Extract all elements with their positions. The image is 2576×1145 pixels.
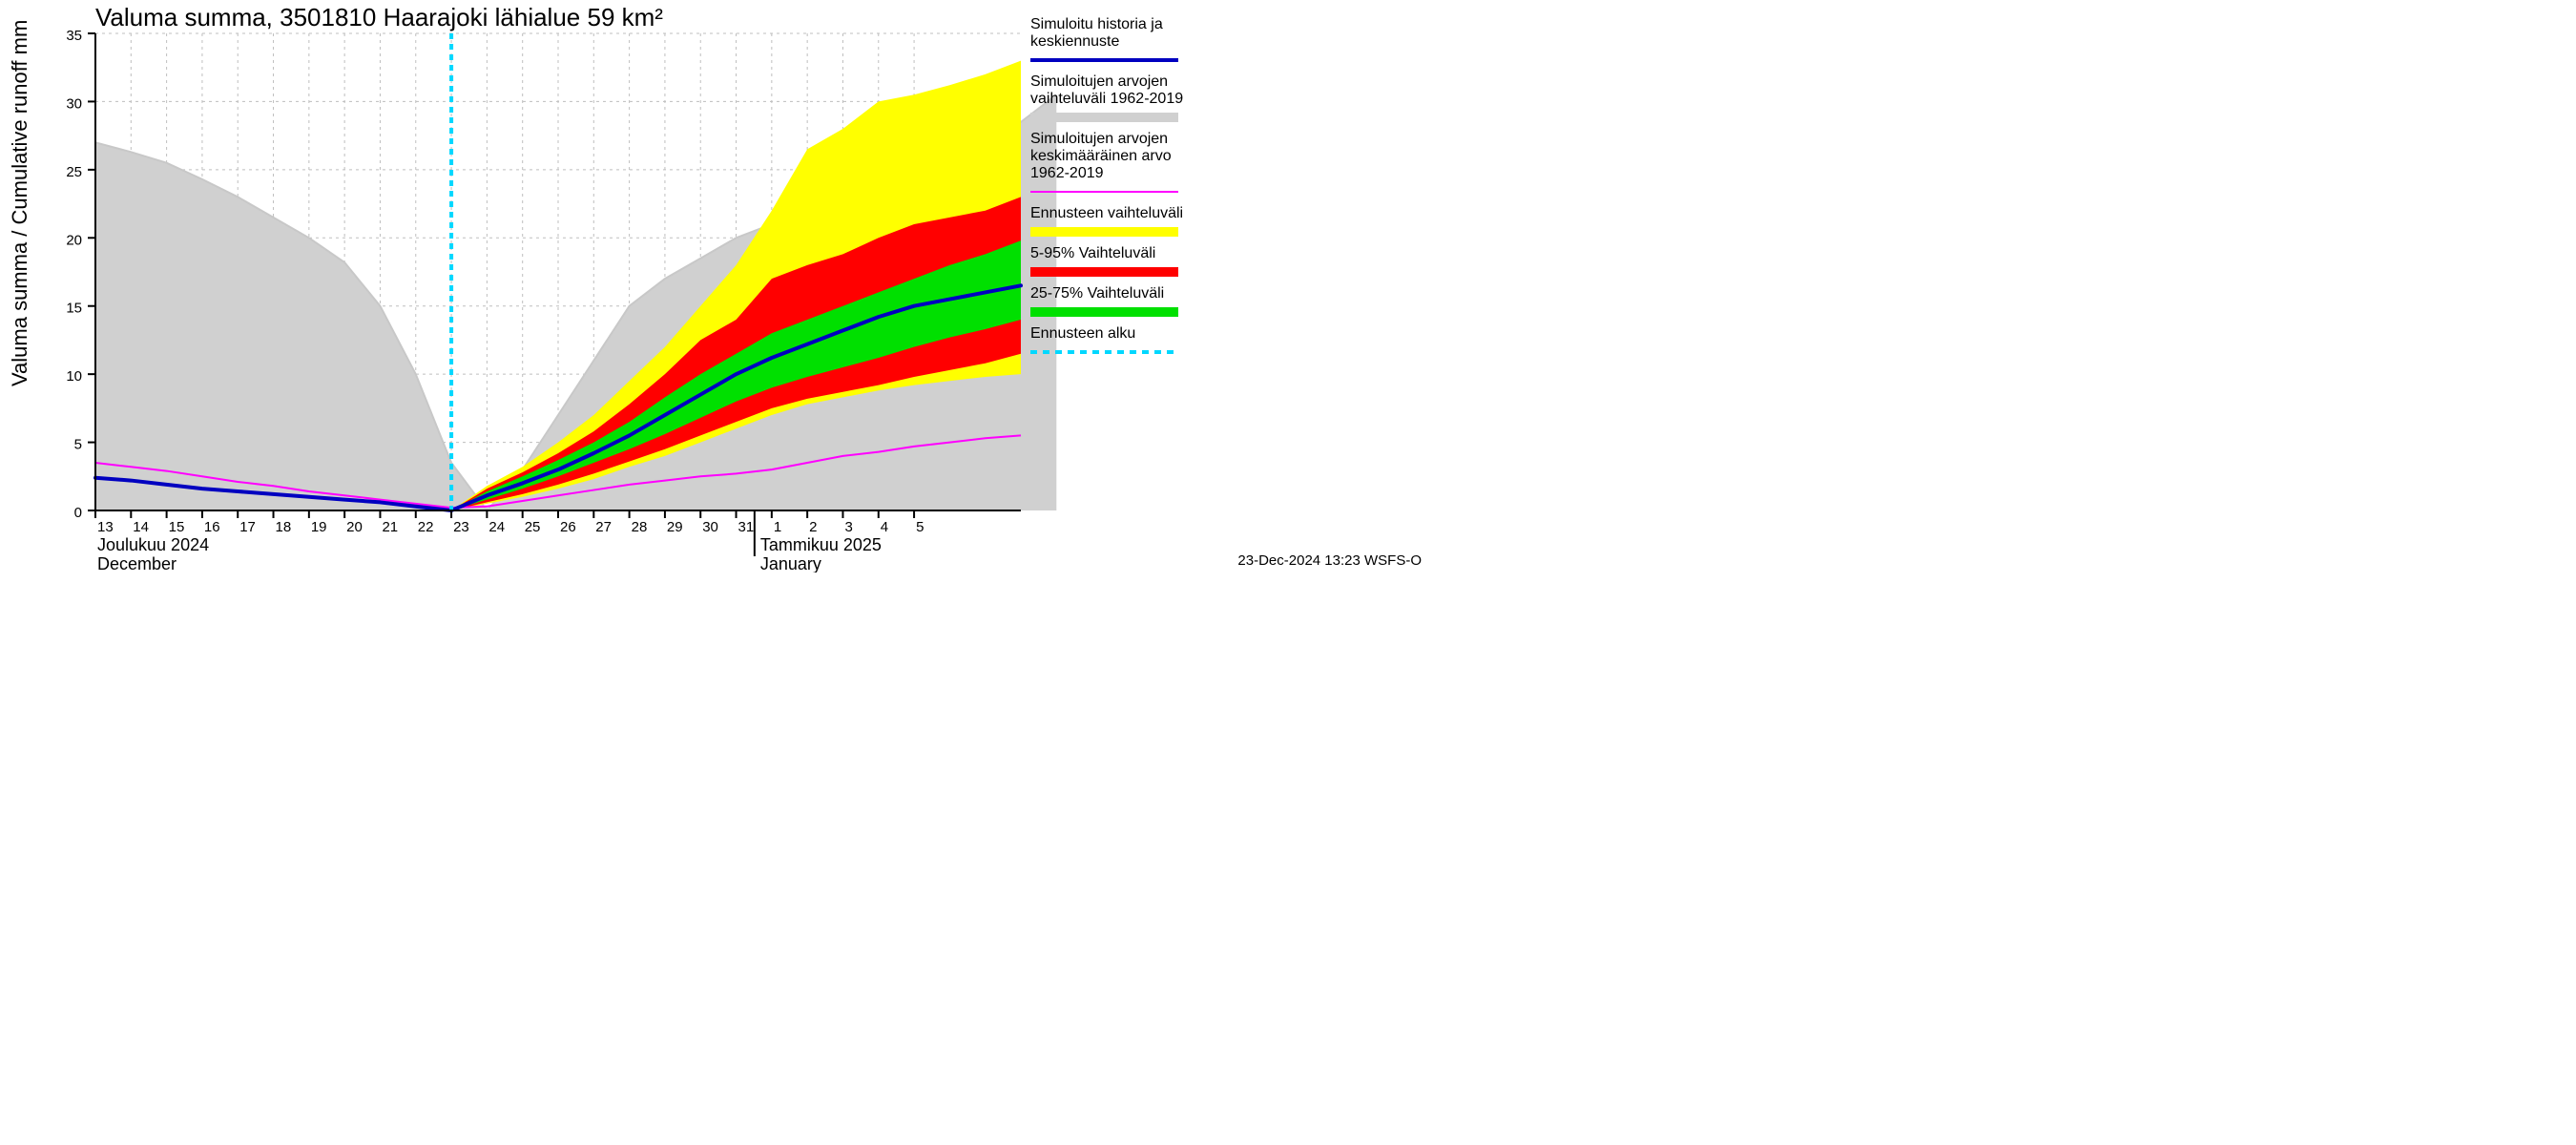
- legend-label: Simuloitujen arvojen: [1030, 131, 1168, 147]
- timestamp-label: 23-Dec-2024 13:23 WSFS-O: [1237, 552, 1422, 569]
- legend-label: Simuloitu historia ja: [1030, 16, 1163, 32]
- y-tick-label: 20: [66, 232, 82, 248]
- x-tick-label: 18: [276, 519, 292, 535]
- x-tick-label: 24: [488, 519, 505, 535]
- legend-swatch: [1030, 267, 1178, 277]
- x-tick-label: 25: [525, 519, 541, 535]
- x-tick-label: 20: [346, 519, 363, 535]
- x-tick-label: 2: [809, 519, 817, 535]
- y-tick-label: 10: [66, 368, 82, 385]
- y-tick-label: 15: [66, 301, 82, 317]
- y-tick-label: 35: [66, 28, 82, 44]
- legend-label: 5-95% Vaihteluväli: [1030, 245, 1155, 261]
- x-tick-label: 27: [595, 519, 612, 535]
- x-tick-label: 16: [204, 519, 220, 535]
- x-tick-label: 3: [844, 519, 852, 535]
- legend-swatch: [1030, 227, 1178, 237]
- x-tick-label: 22: [418, 519, 434, 535]
- legend-swatch: [1030, 307, 1178, 317]
- x-tick-label: 14: [133, 519, 149, 535]
- legend-swatch: [1030, 113, 1178, 122]
- x-tick-label: 5: [916, 519, 924, 535]
- y-tick-label: 30: [66, 95, 82, 112]
- chart-container: 0510152025303513141516171819202122232425…: [0, 0, 1431, 572]
- month1-fi: Joulukuu 2024: [97, 535, 209, 554]
- legend-label: keskiennuste: [1030, 33, 1119, 50]
- x-tick-label: 1: [774, 519, 781, 535]
- x-tick-label: 30: [702, 519, 718, 535]
- y-axis-title: Valuma summa / Cumulative runoff mm: [8, 20, 31, 386]
- month2-fi: Tammikuu 2025: [760, 535, 882, 554]
- x-tick-label: 13: [97, 519, 114, 535]
- x-tick-label: 31: [738, 519, 755, 535]
- chart-title: Valuma summa, 3501810 Haarajoki lähialue…: [95, 3, 663, 31]
- legend-label: 1962-2019: [1030, 165, 1104, 181]
- legend-label: Ennusteen vaihteluväli: [1030, 205, 1183, 221]
- x-tick-label: 29: [667, 519, 683, 535]
- x-tick-label: 17: [239, 519, 256, 535]
- legend-label: 25-75% Vaihteluväli: [1030, 285, 1164, 302]
- month2-en: January: [760, 554, 821, 572]
- month1-en: December: [97, 554, 177, 572]
- x-tick-label: 26: [560, 519, 576, 535]
- x-tick-label: 28: [632, 519, 648, 535]
- chart-svg: 0510152025303513141516171819202122232425…: [0, 0, 1431, 572]
- legend-label: keskimääräinen arvo: [1030, 148, 1172, 164]
- y-tick-label: 0: [74, 505, 82, 521]
- y-tick-label: 5: [74, 437, 82, 453]
- y-tick-label: 25: [66, 164, 82, 180]
- legend-label: Simuloitujen arvojen: [1030, 73, 1168, 90]
- x-tick-label: 4: [881, 519, 888, 535]
- x-tick-label: 19: [311, 519, 327, 535]
- legend-label: Ennusteen alku: [1030, 325, 1135, 342]
- legend-label: vaihteluväli 1962-2019: [1030, 91, 1183, 107]
- x-tick-label: 15: [169, 519, 185, 535]
- x-tick-label: 23: [453, 519, 469, 535]
- x-tick-label: 21: [382, 519, 398, 535]
